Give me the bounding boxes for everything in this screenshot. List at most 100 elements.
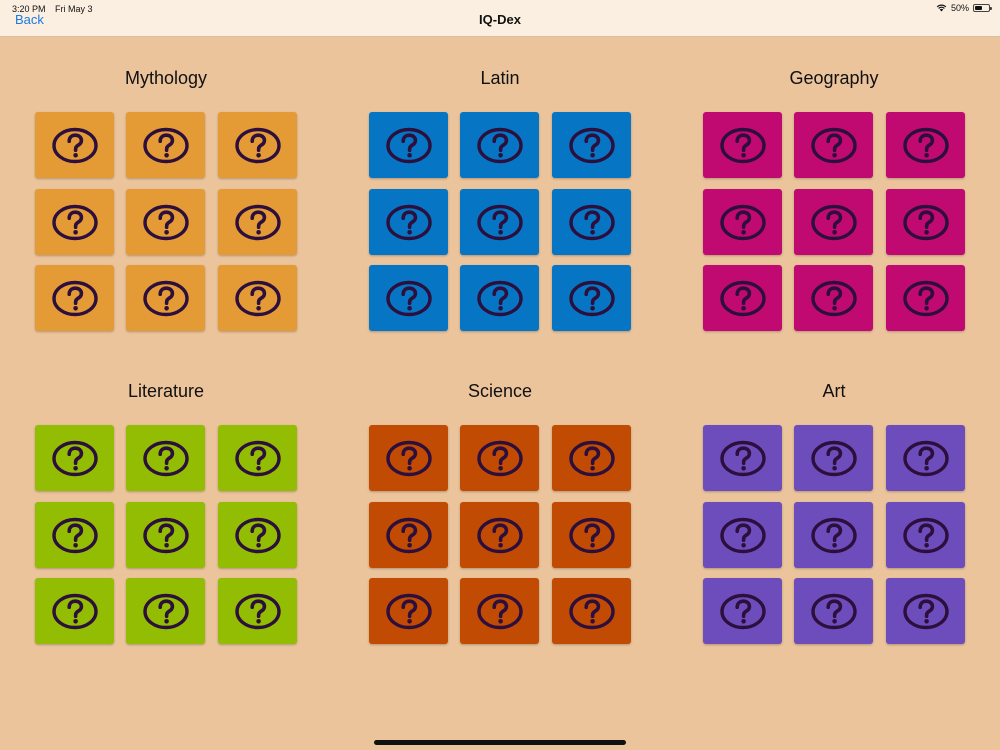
question-circle-icon: [476, 127, 523, 163]
category-title: Mythology: [124, 68, 208, 88]
question-circle-icon: [568, 517, 615, 553]
question-tile[interactable]: [703, 425, 782, 491]
question-tile[interactable]: [886, 502, 965, 568]
question-circle-icon: [902, 517, 949, 553]
question-tile[interactable]: [369, 578, 448, 644]
question-circle-icon: [51, 204, 98, 240]
status-time: 3:20 PM: [12, 4, 46, 14]
question-tile[interactable]: [369, 502, 448, 568]
question-circle-icon: [810, 204, 857, 240]
question-circle-icon: [385, 280, 432, 316]
question-tile[interactable]: [35, 189, 114, 255]
question-tile[interactable]: [794, 425, 873, 491]
question-tile[interactable]: [460, 265, 539, 331]
question-tile[interactable]: [369, 112, 448, 178]
question-circle-icon: [476, 440, 523, 476]
question-tile[interactable]: [369, 189, 448, 255]
question-tile[interactable]: [552, 425, 631, 491]
question-tile[interactable]: [552, 265, 631, 331]
question-tile[interactable]: [35, 265, 114, 331]
category-title: Latin: [480, 68, 520, 88]
question-tile[interactable]: [218, 578, 297, 644]
question-tile[interactable]: [703, 265, 782, 331]
back-button[interactable]: Back: [15, 12, 44, 27]
question-tile[interactable]: [886, 112, 965, 178]
question-tile[interactable]: [126, 578, 205, 644]
question-tile[interactable]: [703, 502, 782, 568]
question-tile[interactable]: [460, 578, 539, 644]
question-circle-icon: [902, 440, 949, 476]
question-circle-icon: [142, 204, 189, 240]
question-circle-icon: [234, 127, 281, 163]
category-title: Geography: [789, 68, 879, 88]
question-tile[interactable]: [703, 112, 782, 178]
question-tile[interactable]: [35, 425, 114, 491]
category-title: Science: [467, 381, 533, 401]
question-circle-icon: [142, 280, 189, 316]
question-tile[interactable]: [126, 112, 205, 178]
question-tile[interactable]: [218, 189, 297, 255]
question-circle-icon: [234, 204, 281, 240]
wifi-icon: [936, 4, 947, 12]
question-tile[interactable]: [35, 502, 114, 568]
question-circle-icon: [810, 517, 857, 553]
question-circle-icon: [568, 593, 615, 629]
question-circle-icon: [568, 280, 615, 316]
question-tile[interactable]: [460, 425, 539, 491]
question-tile[interactable]: [35, 112, 114, 178]
question-tile[interactable]: [886, 265, 965, 331]
question-tile[interactable]: [703, 578, 782, 644]
question-tile[interactable]: [552, 112, 631, 178]
question-tile[interactable]: [886, 425, 965, 491]
question-tile[interactable]: [794, 189, 873, 255]
question-tile[interactable]: [460, 189, 539, 255]
battery-icon: [973, 4, 992, 12]
question-tile[interactable]: [886, 578, 965, 644]
question-circle-icon: [476, 204, 523, 240]
question-circle-icon: [810, 440, 857, 476]
question-circle-icon: [142, 517, 189, 553]
question-circle-icon: [719, 440, 766, 476]
question-tile[interactable]: [552, 502, 631, 568]
battery-percent: 50%: [950, 3, 969, 13]
question-circle-icon: [51, 127, 98, 163]
status-bar: 3:20 PM Fri May 3 50%: [0, 0, 1000, 16]
question-tile[interactable]: [126, 189, 205, 255]
question-tile[interactable]: [218, 265, 297, 331]
question-tile[interactable]: [552, 189, 631, 255]
question-tile[interactable]: [369, 265, 448, 331]
question-circle-icon: [142, 127, 189, 163]
question-circle-icon: [385, 127, 432, 163]
question-tile[interactable]: [460, 502, 539, 568]
question-tile[interactable]: [218, 502, 297, 568]
question-circle-icon: [902, 593, 949, 629]
question-tile[interactable]: [552, 578, 631, 644]
question-tile[interactable]: [794, 112, 873, 178]
question-circle-icon: [810, 593, 857, 629]
question-tile[interactable]: [126, 265, 205, 331]
question-tile[interactable]: [369, 425, 448, 491]
question-circle-icon: [142, 593, 189, 629]
question-tile[interactable]: [460, 112, 539, 178]
battery-fill: [975, 6, 982, 10]
question-tile[interactable]: [126, 425, 205, 491]
question-circle-icon: [902, 204, 949, 240]
question-circle-icon: [719, 593, 766, 629]
question-tile[interactable]: [794, 502, 873, 568]
question-tile[interactable]: [703, 189, 782, 255]
question-tile[interactable]: [794, 265, 873, 331]
status-indicators: 50%: [936, 3, 992, 13]
question-tile[interactable]: [35, 578, 114, 644]
question-tile[interactable]: [218, 425, 297, 491]
navigation-bar: Back IQ-Dex: [0, 0, 1000, 37]
question-tile[interactable]: [886, 189, 965, 255]
question-tile[interactable]: [794, 578, 873, 644]
question-circle-icon: [719, 280, 766, 316]
question-circle-icon: [810, 280, 857, 316]
question-tile[interactable]: [126, 502, 205, 568]
question-circle-icon: [719, 204, 766, 240]
question-tile[interactable]: [218, 112, 297, 178]
question-circle-icon: [385, 204, 432, 240]
question-circle-icon: [568, 204, 615, 240]
question-circle-icon: [719, 517, 766, 553]
